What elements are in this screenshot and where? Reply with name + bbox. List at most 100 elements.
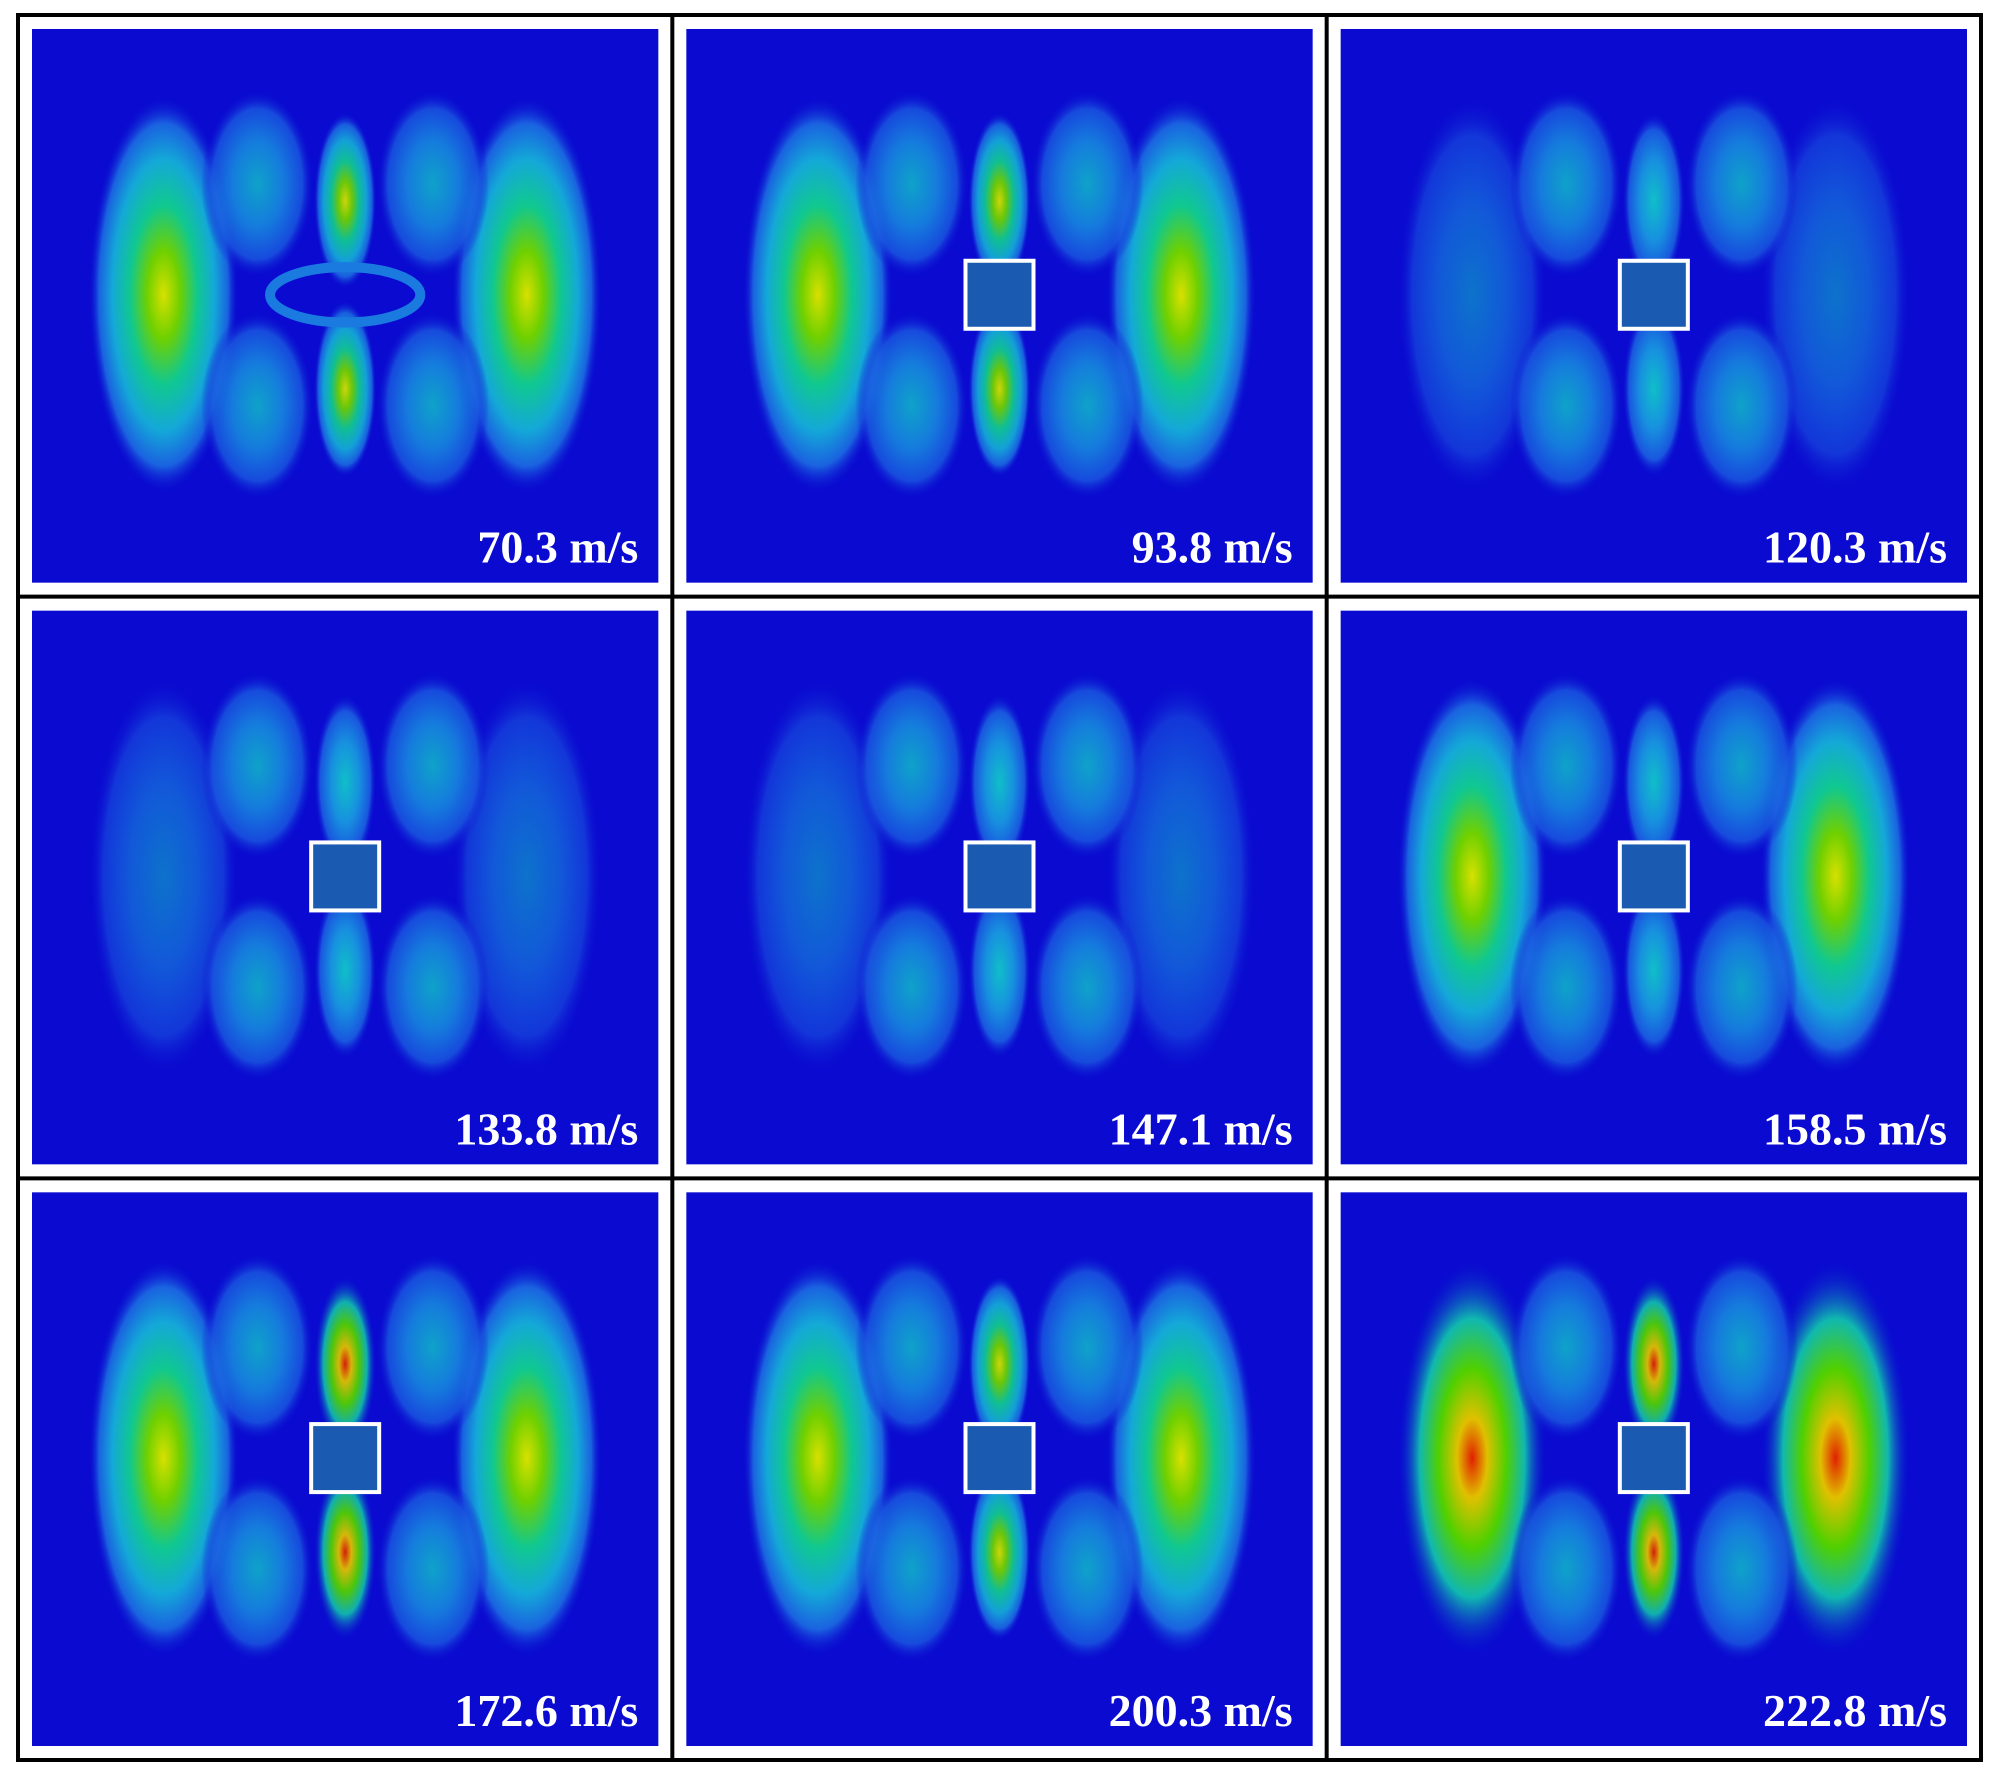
panel-label: 147.1 m/s [1109, 1103, 1293, 1154]
contour-lobe [1030, 671, 1144, 860]
contour-lobe [376, 89, 490, 279]
contour-lobe [376, 1474, 490, 1663]
contour-ring [265, 262, 426, 328]
contour-lobe [313, 1275, 377, 1453]
panel-label: 172.6 m/s [454, 1685, 638, 1736]
contour-lobe [88, 1258, 239, 1658]
projectile [309, 840, 382, 913]
panel: 70.3 m/s [32, 29, 659, 583]
projectile [963, 1422, 1036, 1495]
contour-lobe [855, 893, 969, 1082]
contour-lobe [88, 95, 239, 495]
contour-lobe [1509, 893, 1623, 1082]
contour-lobe [1105, 677, 1257, 1076]
contour-lobe [1622, 300, 1686, 478]
panels: 70.3 m/s 93.8 m/s 120.3 m/s 133.8 m/s 147.1 … [32, 29, 1967, 1746]
contour-lobe [968, 300, 1031, 478]
contour-lobe [855, 1474, 969, 1663]
contour-lobe [1509, 1474, 1623, 1663]
panel: 222.8 m/s [1340, 1192, 1967, 1746]
contour-lobe [855, 89, 969, 279]
contour-lobe [1760, 95, 1911, 495]
panel: 200.3 m/s [686, 1192, 1313, 1746]
contour-lobe [376, 1253, 490, 1442]
panel-label: 200.3 m/s [1109, 1685, 1293, 1736]
projectile [963, 840, 1036, 913]
panel-label: 158.5 m/s [1763, 1103, 1947, 1154]
panel: 158.5 m/s [1340, 610, 1967, 1165]
contour-lobe [968, 112, 1031, 290]
contour-lobe [201, 1474, 314, 1663]
contour-lobe [1760, 677, 1911, 1076]
panel: 120.3 m/s [1340, 29, 1967, 583]
projectile [1617, 1422, 1690, 1495]
contour-lobe [1030, 89, 1144, 279]
contour-lobe [1622, 881, 1686, 1060]
contour-lobe [1760, 1258, 1911, 1658]
contour-lobe [376, 671, 490, 860]
contour-lobe [968, 693, 1031, 871]
contour-lobe [1509, 671, 1623, 860]
contour-lobe [1622, 1463, 1686, 1641]
contour-lobe [1105, 1258, 1257, 1658]
contour-lobe [1397, 1258, 1548, 1658]
contour-lobe [451, 677, 602, 1076]
contour-lobe [1685, 89, 1798, 279]
contour-lobe [1030, 893, 1144, 1082]
panel-label: 93.8 m/s [1132, 522, 1293, 573]
contour-lobe [855, 671, 969, 860]
contour-lobe [1509, 311, 1623, 500]
panel: 93.8 m/s [686, 29, 1313, 583]
contour-lobe [1397, 95, 1548, 495]
contour-lobe [1622, 693, 1686, 871]
panel: 172.6 m/s [32, 1192, 659, 1746]
panel-label: 222.8 m/s [1763, 1685, 1947, 1736]
projectile [1617, 258, 1690, 331]
contour-lobe [855, 311, 969, 500]
contour-lobe [742, 95, 894, 495]
contour-lobe [968, 1275, 1031, 1453]
contour-lobe [201, 311, 314, 500]
contour-lobe [1685, 671, 1798, 860]
contour-lobe [1030, 1474, 1144, 1663]
contour-lobe [201, 893, 314, 1082]
contour-lobe [1509, 1253, 1623, 1442]
contour-lobe [313, 300, 377, 478]
panel: 147.1 m/s [686, 610, 1313, 1165]
panel-label: 120.3 m/s [1763, 522, 1947, 573]
contour-lobe [1685, 1253, 1798, 1442]
contour-lobe [742, 1258, 894, 1658]
contour-lobe [1030, 311, 1144, 500]
contour-lobe [1509, 89, 1623, 279]
projectile [963, 258, 1036, 331]
contour-lobe [376, 893, 490, 1082]
panel-label: 133.8 m/s [454, 1103, 638, 1154]
panel-label: 70.3 m/s [477, 522, 638, 573]
panel: 133.8 m/s [32, 610, 659, 1165]
contour-lobe [968, 1463, 1031, 1641]
contour-lobe [1397, 677, 1548, 1076]
contour-lobe [451, 1258, 602, 1658]
contour-lobe [1685, 893, 1798, 1082]
contour-lobe [968, 881, 1031, 1060]
contour-lobe [451, 95, 602, 495]
contour-lobe [313, 693, 377, 871]
contour-lobe [201, 1253, 314, 1442]
contour-lobe [1622, 1275, 1686, 1453]
contour-lobe [313, 112, 377, 290]
contour-lobe [201, 671, 314, 860]
contour-lobe [201, 89, 314, 279]
contour-lobe [88, 677, 239, 1076]
projectile [1617, 840, 1690, 913]
contour-lobe [376, 311, 490, 500]
contour-lobe [1105, 95, 1257, 495]
contour-lobe [1685, 1474, 1798, 1663]
contour-lobe [1685, 311, 1798, 500]
contour-lobe [1030, 1253, 1144, 1442]
frame [16, 13, 1983, 1762]
contour-lobe [742, 677, 894, 1076]
contour-lobe [855, 1253, 969, 1442]
contour-lobe [313, 1463, 377, 1641]
contour-lobe [313, 881, 377, 1060]
